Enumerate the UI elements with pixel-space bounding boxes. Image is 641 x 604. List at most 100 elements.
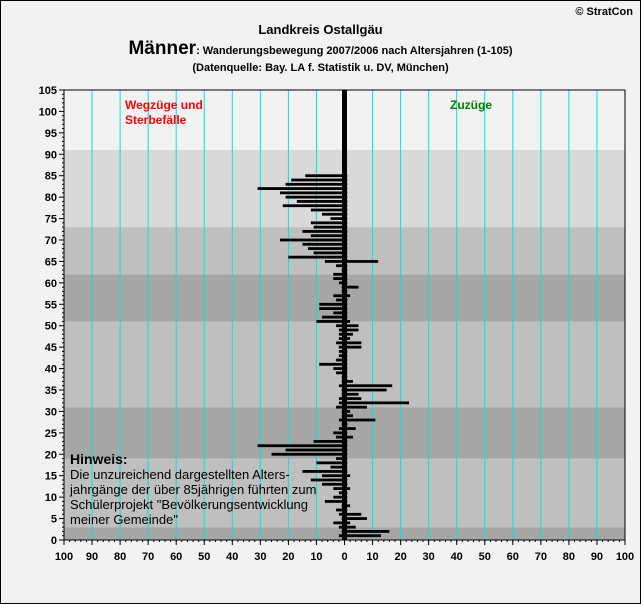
bar-left [333,367,345,370]
bar-right [344,414,353,418]
bar-left [322,212,345,216]
y-tick-label: 25 [45,428,57,440]
bar-right [344,345,362,349]
bar-left [338,534,345,538]
bar-left [333,311,345,315]
y-tick-label: 20 [45,449,57,461]
bar-left [333,431,345,435]
bar-right [344,517,367,520]
bar-right [344,534,381,538]
bar-left [302,470,345,473]
bar-left [338,350,345,353]
bar-left [313,251,345,255]
y-tick-label: 70 [45,235,57,247]
bar-left [336,358,345,362]
x-tick-label: 90 [86,551,98,563]
bar-right [344,410,351,413]
bar-left [310,234,345,238]
bar-right [344,401,410,405]
y-tick-label: 80 [45,192,57,204]
x-tick-label: 40 [451,551,463,563]
y-tick-label: 35 [45,385,57,397]
bar-right [344,285,359,289]
y-tick-label: 55 [45,299,57,311]
y-tick-label: 95 [45,128,57,140]
x-tick-label: 90 [591,551,603,563]
x-tick-label: 50 [198,551,210,563]
bar-left [308,247,345,250]
bar-left [336,298,345,302]
bar-left [324,500,345,503]
x-tick-label: 0 [341,551,347,563]
bar-left [338,512,345,516]
bar-right [344,504,351,508]
y-tick-label: 10 [45,492,57,504]
y-tick-label: 90 [45,149,57,161]
bar-right [344,397,362,400]
chart-title-rest: : Wanderungsbewegung 2007/2006 nach Alte… [196,45,513,57]
bar-left [338,281,345,285]
bar-left [330,465,345,469]
bar-left [313,440,345,443]
bar-left [338,418,345,422]
chart-title-main: Männer [128,38,197,59]
bar-left [313,225,345,229]
bar-left [338,427,345,430]
bar-right [344,320,351,323]
bar-left [322,482,345,486]
left-series-label: Wegzüge und [125,98,203,112]
bar-left [338,401,345,405]
bar-left [319,302,345,306]
bar-left [333,495,345,499]
bar-left [279,238,345,242]
bar-left [324,260,345,263]
bar-left [279,191,345,195]
bar-left [285,195,345,199]
bar-left [336,457,345,460]
bar-left [336,508,345,512]
bar-left [319,362,345,366]
bar-left [316,320,345,323]
bar-left [302,230,345,233]
center-axis [342,90,347,540]
bar-left [336,405,345,409]
bar-left [282,204,345,208]
y-tick-label: 100 [39,106,57,118]
bar-right [344,474,351,478]
bar-left [310,208,345,212]
chart-title: Männer: Wanderungsbewegung 2007/2006 nac… [0,38,641,60]
bar-left [338,328,345,332]
x-tick-label: 10 [310,551,322,563]
bar-left [271,452,345,456]
copyright: © StratCon [575,6,633,18]
x-tick-label: 20 [394,551,406,563]
bar-left [285,448,345,452]
x-tick-label: 80 [114,551,126,563]
y-tick-label: 65 [45,256,57,268]
bar-left [338,491,345,495]
bar-left [310,478,345,482]
bar-left [310,221,345,225]
bar-left [336,341,345,345]
bar-right [344,380,353,383]
y-tick-label: 0 [51,535,57,547]
bar-left [338,384,345,388]
bar-left [302,242,345,246]
bar-left [257,444,345,448]
bar-left [296,200,345,203]
bar-left [336,324,345,328]
x-tick-label: 40 [226,551,238,563]
bar-left [338,354,345,358]
bar-right [344,337,351,340]
bar-right [344,487,351,490]
bar-right [344,427,356,430]
bar-right [344,530,390,533]
bar-right [344,328,359,332]
bar-left [285,182,345,186]
bar-left [333,521,345,525]
x-tick-label: 60 [170,551,182,563]
chart-region-title: Landkreis Ostallgäu [258,22,383,37]
x-tick-label: 30 [423,551,435,563]
bar-right [344,405,367,409]
